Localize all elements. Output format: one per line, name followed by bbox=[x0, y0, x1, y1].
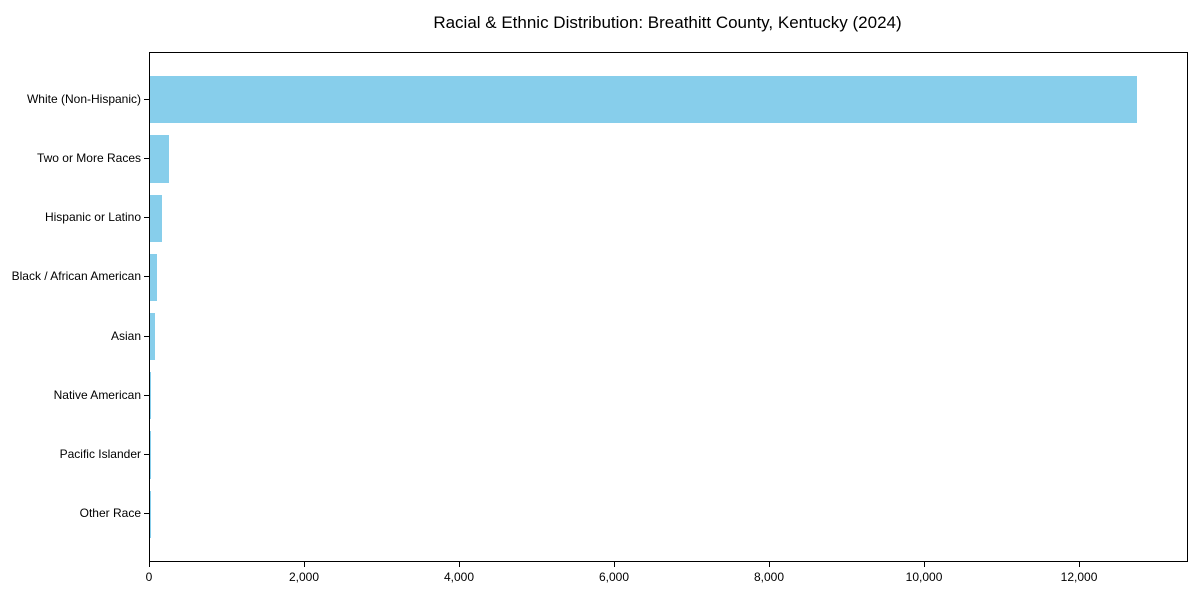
x-axis-tick bbox=[304, 562, 305, 567]
y-axis-tick bbox=[144, 98, 149, 100]
y-axis-tick bbox=[144, 276, 149, 278]
y-axis-tick bbox=[144, 394, 149, 396]
chart-title: Racial & Ethnic Distribution: Breathitt … bbox=[433, 13, 902, 32]
y-axis-label: Two or More Races bbox=[36, 150, 141, 165]
x-axis-tick-label: 12,000 bbox=[1060, 570, 1098, 584]
bar bbox=[150, 312, 155, 361]
x-axis-tick bbox=[614, 562, 616, 567]
y-axis-label: Black / African American bbox=[11, 269, 141, 284]
x-axis-tick bbox=[924, 562, 926, 567]
y-axis-label: Native American bbox=[53, 387, 141, 402]
x-axis-tick-label: 2,000 bbox=[288, 570, 320, 584]
x-axis-tick-label: 4,000 bbox=[443, 570, 475, 584]
x-axis-tick-label: 0 bbox=[145, 570, 153, 584]
y-axis-label: Pacific Islander bbox=[59, 447, 141, 462]
x-axis-tick-label: 8,000 bbox=[754, 570, 785, 584]
bar bbox=[150, 372, 152, 420]
y-axis-tick bbox=[144, 513, 149, 515]
bar bbox=[150, 194, 162, 242]
y-axis-tick bbox=[144, 217, 149, 219]
bar bbox=[150, 135, 170, 183]
y-axis-label: Asian bbox=[110, 328, 141, 343]
x-axis-tick bbox=[1079, 562, 1081, 567]
y-axis-tick bbox=[144, 454, 149, 456]
y-axis-label: Other Race bbox=[79, 506, 141, 521]
x-axis-tick-label: 6,000 bbox=[599, 570, 630, 584]
y-axis-label: White (Non-Hispanic) bbox=[26, 91, 141, 106]
bar bbox=[150, 76, 1137, 124]
y-axis-tick bbox=[144, 335, 149, 337]
x-axis-tick-label: 10,000 bbox=[905, 570, 943, 584]
plot-area bbox=[149, 52, 1188, 562]
y-axis-label: Hispanic or Latino bbox=[44, 210, 141, 225]
bar bbox=[150, 253, 157, 302]
x-axis-tick bbox=[459, 562, 460, 567]
x-axis-tick bbox=[149, 562, 150, 567]
y-axis-tick bbox=[144, 157, 149, 159]
x-axis-tick bbox=[769, 562, 771, 567]
